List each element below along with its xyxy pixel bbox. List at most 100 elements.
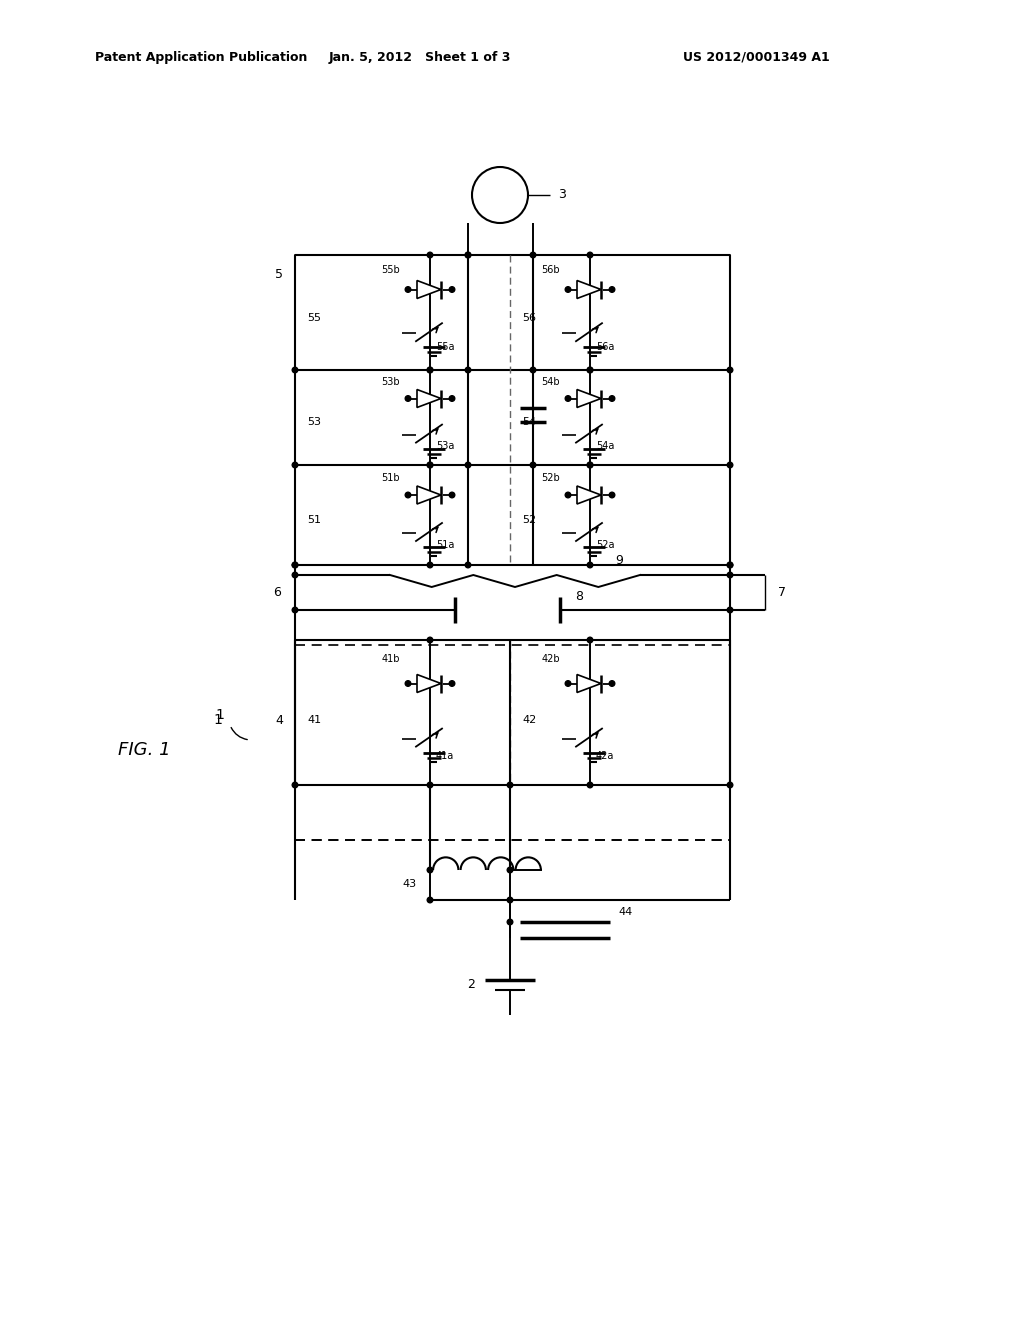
Circle shape (609, 681, 614, 686)
Circle shape (465, 462, 471, 467)
Circle shape (727, 367, 733, 372)
Circle shape (727, 572, 733, 578)
Polygon shape (577, 486, 601, 504)
Circle shape (450, 681, 455, 686)
Circle shape (465, 252, 471, 257)
Circle shape (427, 562, 433, 568)
Text: 56: 56 (522, 313, 536, 323)
Polygon shape (577, 389, 601, 408)
Text: 51: 51 (307, 515, 321, 525)
Text: 52: 52 (522, 515, 537, 525)
Text: 44: 44 (618, 907, 632, 917)
Text: US 2012/0001349 A1: US 2012/0001349 A1 (683, 50, 830, 63)
Text: 1: 1 (214, 713, 222, 727)
Text: 8: 8 (575, 590, 583, 602)
Text: 7: 7 (778, 586, 786, 599)
Circle shape (427, 867, 433, 873)
Circle shape (292, 783, 298, 788)
Text: 2: 2 (467, 978, 475, 991)
Circle shape (609, 396, 614, 401)
Circle shape (450, 492, 455, 498)
Circle shape (292, 572, 298, 578)
Circle shape (292, 562, 298, 568)
Polygon shape (417, 486, 441, 504)
Circle shape (587, 783, 593, 788)
Circle shape (427, 367, 433, 372)
Circle shape (530, 367, 536, 372)
Circle shape (465, 252, 471, 257)
Circle shape (565, 396, 570, 401)
Circle shape (292, 367, 298, 372)
Circle shape (609, 492, 614, 498)
Circle shape (727, 607, 733, 612)
Circle shape (427, 252, 433, 257)
Circle shape (507, 919, 513, 925)
Text: 55: 55 (307, 313, 321, 323)
Circle shape (565, 681, 570, 686)
Text: FIG. 1: FIG. 1 (118, 741, 171, 759)
Polygon shape (417, 281, 441, 298)
Circle shape (450, 286, 455, 292)
Circle shape (587, 367, 593, 372)
Circle shape (292, 562, 298, 568)
Circle shape (507, 783, 513, 788)
Polygon shape (417, 389, 441, 408)
Circle shape (507, 898, 513, 903)
Circle shape (587, 638, 593, 643)
Text: 56a: 56a (596, 342, 614, 352)
Circle shape (727, 462, 733, 467)
Circle shape (450, 396, 455, 401)
Circle shape (472, 168, 528, 223)
Circle shape (406, 681, 411, 686)
Circle shape (727, 562, 733, 568)
Circle shape (292, 607, 298, 612)
Polygon shape (577, 281, 601, 298)
Text: 5: 5 (275, 268, 283, 281)
Circle shape (565, 286, 570, 292)
Circle shape (609, 286, 614, 292)
Circle shape (465, 562, 471, 568)
Circle shape (427, 462, 433, 467)
Text: 41b: 41b (382, 653, 400, 664)
Circle shape (427, 783, 433, 788)
Bar (295, 255, 730, 645)
Circle shape (406, 396, 411, 401)
Circle shape (587, 367, 593, 372)
Circle shape (427, 462, 433, 467)
Text: 42b: 42b (542, 653, 560, 664)
Circle shape (406, 492, 411, 498)
Circle shape (406, 286, 411, 292)
Text: MG: MG (487, 187, 513, 202)
Polygon shape (417, 675, 441, 693)
Text: 55b: 55b (381, 265, 400, 275)
Circle shape (727, 783, 733, 788)
Circle shape (587, 462, 593, 467)
Text: 52a: 52a (596, 540, 614, 550)
Text: 53: 53 (307, 417, 321, 428)
Text: 53b: 53b (381, 378, 400, 387)
Circle shape (292, 462, 298, 467)
Text: 41: 41 (307, 714, 322, 725)
Text: 4: 4 (275, 714, 283, 726)
Circle shape (427, 638, 433, 643)
Circle shape (587, 462, 593, 467)
Circle shape (427, 367, 433, 372)
Circle shape (587, 562, 593, 568)
Circle shape (427, 898, 433, 903)
Text: 55a: 55a (436, 342, 455, 352)
Text: 43: 43 (402, 879, 417, 888)
Bar (295, 640, 730, 840)
Circle shape (465, 367, 471, 372)
Text: Jan. 5, 2012   Sheet 1 of 3: Jan. 5, 2012 Sheet 1 of 3 (329, 50, 511, 63)
Text: 3: 3 (558, 189, 566, 202)
Text: 51b: 51b (381, 473, 400, 483)
Circle shape (530, 462, 536, 467)
Text: 6: 6 (273, 586, 281, 599)
Text: 42: 42 (522, 714, 537, 725)
Text: 52b: 52b (542, 473, 560, 483)
Circle shape (587, 252, 593, 257)
Text: 53a: 53a (436, 441, 455, 451)
Text: 54b: 54b (542, 378, 560, 387)
Text: 41a: 41a (436, 751, 455, 762)
Circle shape (727, 562, 733, 568)
